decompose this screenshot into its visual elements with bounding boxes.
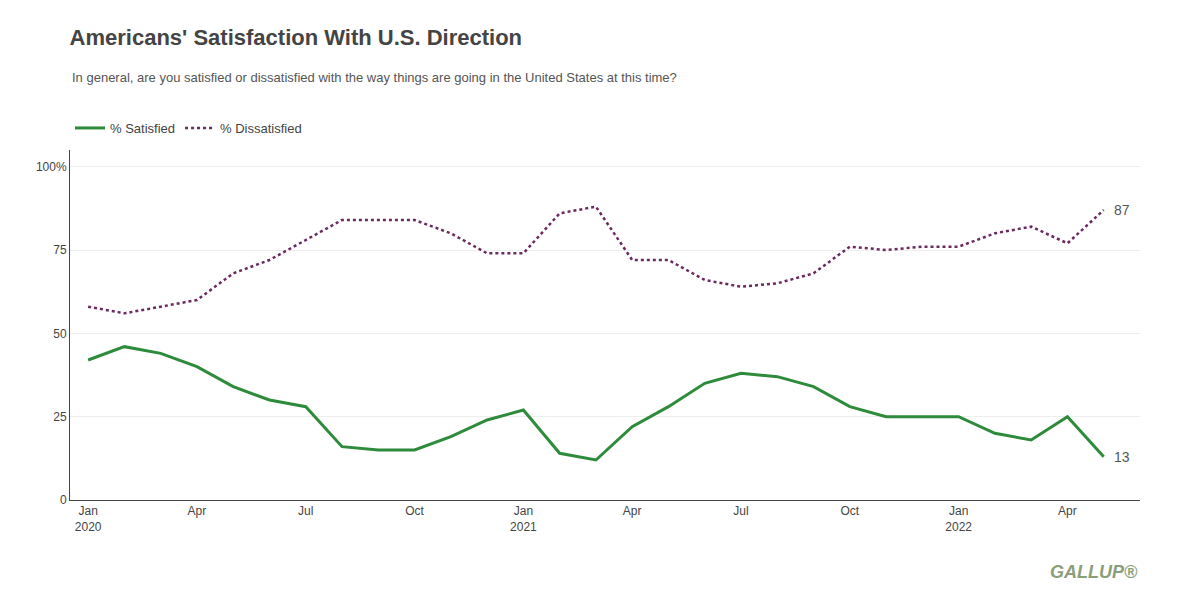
svg-text:Oct: Oct — [405, 504, 424, 518]
svg-text:75: 75 — [53, 243, 67, 257]
svg-text:Americans' Satisfaction With U: Americans' Satisfaction With U.S. Direct… — [70, 25, 522, 50]
svg-text:Jan2022: Jan2022 — [945, 504, 972, 534]
svg-text:100%: 100% — [36, 160, 67, 174]
svg-text:Jan2020: Jan2020 — [75, 504, 102, 534]
svg-text:25: 25 — [53, 410, 67, 424]
svg-text:Apr: Apr — [188, 504, 207, 518]
svg-text:50: 50 — [53, 327, 67, 341]
svg-text:0: 0 — [60, 493, 67, 507]
svg-text:Oct: Oct — [840, 504, 859, 518]
svg-text:GALLUP®: GALLUP® — [1050, 562, 1138, 582]
svg-text:Jan2021: Jan2021 — [510, 504, 537, 534]
svg-text:Apr: Apr — [623, 504, 642, 518]
svg-text:% Satisfied: % Satisfied — [110, 121, 175, 136]
svg-text:Jul: Jul — [298, 504, 313, 518]
svg-text:Apr: Apr — [1058, 504, 1077, 518]
svg-text:13: 13 — [1114, 449, 1130, 465]
svg-text:87: 87 — [1114, 202, 1130, 218]
svg-text:% Dissatisfied: % Dissatisfied — [220, 121, 302, 136]
svg-text:In general, are you satisfied: In general, are you satisfied or dissati… — [72, 70, 677, 85]
svg-text:Jul: Jul — [733, 504, 748, 518]
